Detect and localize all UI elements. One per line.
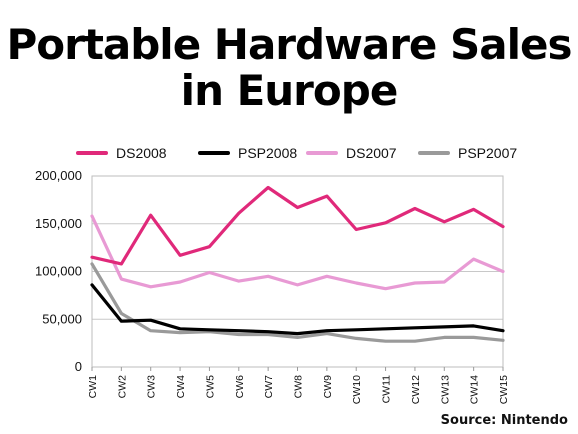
y-tick-label: 200,000 xyxy=(35,168,82,183)
series-line-ds2008 xyxy=(90,185,505,266)
x-tick-label: CW8 xyxy=(293,375,305,398)
x-tick-label: CW6 xyxy=(234,375,246,398)
x-tick-label: CW1 xyxy=(87,375,99,398)
x-tick-label: CW14 xyxy=(469,375,481,404)
y-tick-label: 100,000 xyxy=(35,264,82,279)
x-tick-label: CW10 xyxy=(351,375,363,404)
series-line-psp2007 xyxy=(90,262,505,343)
legend-label-ds2007: DS2007 xyxy=(346,145,397,161)
legend-label-psp2007: PSP2007 xyxy=(458,145,517,161)
x-tick-label: CW11 xyxy=(381,375,393,404)
chart-title-line-2: in Europe xyxy=(180,66,399,115)
x-tick-label: CW2 xyxy=(116,375,128,398)
series-line-ds2007 xyxy=(90,214,505,291)
y-tick-label: 150,000 xyxy=(35,216,82,231)
x-tick-label: CW12 xyxy=(410,375,422,404)
x-tick-label: CW5 xyxy=(204,375,216,398)
x-tick-label: CW13 xyxy=(439,375,451,404)
y-tick-label: 0 xyxy=(75,359,82,374)
series-line-psp2008 xyxy=(90,283,505,336)
x-tick-label: CW7 xyxy=(263,375,275,398)
chart-title-line-1: Portable Hardware Sales xyxy=(6,20,572,69)
legend-label-psp2008: PSP2008 xyxy=(238,145,297,161)
legend-label-ds2008: DS2008 xyxy=(116,145,167,161)
x-tick-label: CW9 xyxy=(322,375,334,398)
x-tick-label: CW15 xyxy=(498,375,510,404)
y-tick-label: 50,000 xyxy=(42,311,82,326)
x-tick-label: CW4 xyxy=(175,375,187,398)
source-credit: Source: Nintendo xyxy=(440,413,568,428)
x-tick-label: CW3 xyxy=(146,375,158,398)
